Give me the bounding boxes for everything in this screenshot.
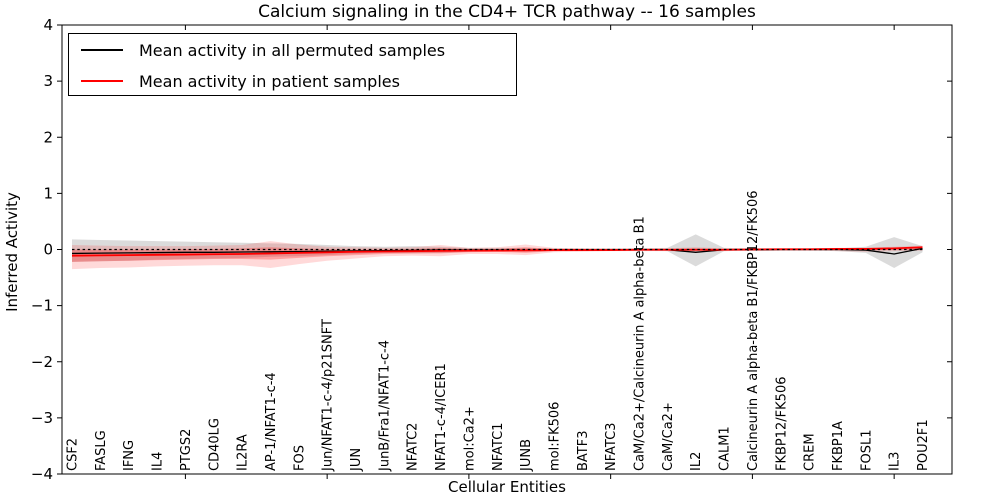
category-label: POU2F1	[916, 419, 931, 471]
category-label: CSF2	[66, 438, 81, 471]
permuted-line-swatch	[81, 49, 123, 51]
category-label: FKBP12/FK506	[774, 377, 789, 472]
category-label: IL3	[888, 452, 903, 471]
category-label: CALM1	[718, 426, 733, 471]
y-tick-label: −4	[31, 465, 53, 483]
category-label: FOS	[292, 445, 307, 471]
y-tick-label: −2	[31, 353, 53, 371]
category-label: BATF3	[576, 431, 591, 472]
category-label: CREM	[803, 433, 818, 471]
series-line-1	[71, 246, 923, 257]
legend: Mean activity in all permuted samples Me…	[68, 33, 517, 96]
y-tick-label: 3	[43, 72, 53, 90]
y-tick-label: 2	[43, 128, 53, 146]
y-tick-label: 1	[43, 184, 53, 202]
y-tick-label: −1	[31, 297, 53, 315]
category-label: FASLG	[94, 430, 109, 471]
y-axis-label: Inferred Activity	[3, 192, 21, 312]
y-tick-label: 0	[43, 241, 53, 259]
category-label: mol:FK506	[547, 402, 562, 471]
legend-label-permuted: Mean activity in all permuted samples	[139, 40, 446, 60]
legend-entry-patient: Mean activity in patient samples	[69, 66, 516, 96]
y-tick-label: 4	[43, 16, 53, 34]
category-label: AP-1/NFAT1-c-4	[264, 372, 279, 471]
patient-activity-range-inner-band	[72, 246, 923, 262]
legend-label-patient: Mean activity in patient samples	[139, 71, 400, 91]
y-tick-label: −3	[31, 409, 53, 427]
category-label: NFAT1-c-4/ICER1	[434, 363, 449, 471]
patient-activity-range-outer-band	[72, 241, 923, 270]
category-label: NFATC3	[604, 423, 619, 471]
category-label: IL4	[151, 452, 166, 471]
category-label: CaM/Ca2+/Calcineurin A alpha-beta B1	[633, 216, 648, 471]
category-label: NFATC2	[406, 423, 421, 471]
category-label: FKBP1A	[831, 421, 846, 471]
category-label: Jun/NFAT1-c-4/p21SNFT	[321, 319, 336, 472]
x-axis-label: Cellular Entities	[448, 478, 566, 496]
chart-title: Calcium signaling in the CD4+ TCR pathwa…	[258, 2, 756, 22]
category-label: JUNB	[519, 439, 534, 472]
category-label: FOSL1	[859, 430, 874, 471]
category-label: IL2RA	[236, 434, 251, 471]
patient-line-swatch	[81, 80, 123, 82]
category-label: IL2	[689, 452, 704, 471]
legend-entry-permuted: Mean activity in all permuted samples	[69, 35, 516, 65]
category-label: JUN	[349, 448, 364, 472]
category-label: NFATC1	[491, 423, 506, 471]
category-label: PTGS2	[179, 429, 194, 471]
category-label: IFNG	[122, 440, 137, 471]
category-label: mol:Ca2+	[462, 406, 477, 471]
category-label: CD40LG	[207, 418, 222, 471]
category-label: JunB/Fra1/NFAT1-c-4	[377, 340, 392, 472]
category-label: CaM/Ca2+	[661, 402, 676, 471]
category-label: Calcineurin A alpha-beta B1/FKBP12/FK506	[746, 191, 761, 471]
